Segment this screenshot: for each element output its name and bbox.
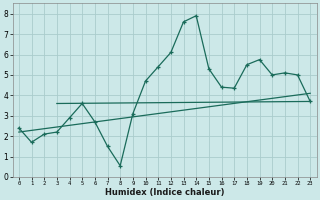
X-axis label: Humidex (Indice chaleur): Humidex (Indice chaleur) (105, 188, 224, 197)
